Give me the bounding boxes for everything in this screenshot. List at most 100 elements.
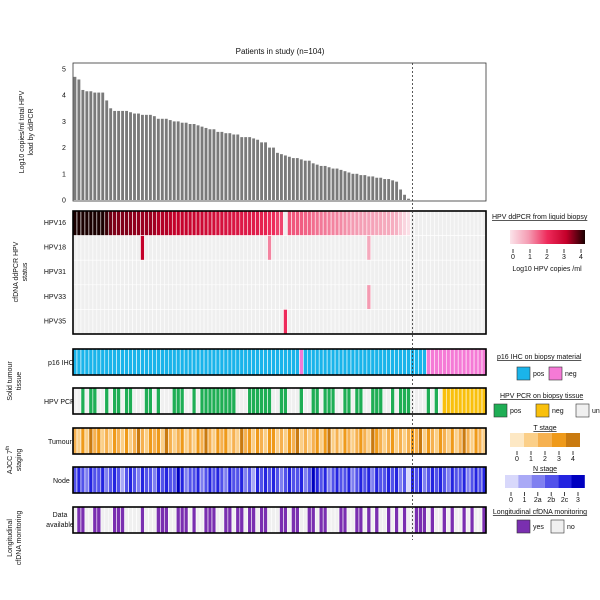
n-stage-cell bbox=[80, 466, 86, 494]
n-stage-cell bbox=[374, 466, 380, 494]
n-stage-cell bbox=[406, 466, 411, 494]
hpv35-cell bbox=[171, 309, 177, 335]
t-stage-cell bbox=[287, 427, 292, 455]
hpv18-cell bbox=[442, 235, 447, 261]
monitoring-cell bbox=[402, 506, 407, 534]
hpv18-cell bbox=[108, 235, 114, 261]
monitoring-cell bbox=[235, 506, 241, 534]
hpv16-cell bbox=[215, 210, 221, 236]
monitoring-cell bbox=[374, 506, 380, 534]
hpv31-cell bbox=[76, 259, 82, 286]
hpv31-cell bbox=[132, 259, 137, 286]
p16-cell bbox=[414, 348, 419, 376]
t-stage-cell bbox=[418, 427, 423, 455]
p16-cell bbox=[92, 348, 98, 376]
hpv16-cell bbox=[92, 210, 98, 236]
n-stage-cell bbox=[251, 466, 256, 494]
hpv18-cell bbox=[306, 235, 312, 261]
legend-tick-label: 3 bbox=[562, 254, 566, 261]
hpv33-cell bbox=[203, 284, 209, 310]
p16-cell bbox=[80, 348, 86, 376]
hpv31-cell bbox=[148, 259, 153, 286]
bar-patient-50 bbox=[268, 147, 271, 200]
p16-cell bbox=[211, 348, 217, 376]
monitoring-cell bbox=[430, 506, 435, 534]
t-stage-cell bbox=[314, 427, 320, 455]
t-stage-cell bbox=[386, 427, 391, 455]
t-stage-cell bbox=[338, 427, 344, 455]
bar-patient-10 bbox=[109, 108, 113, 200]
hpv31-cell bbox=[346, 259, 352, 286]
bar-patient-32 bbox=[196, 125, 200, 200]
monitoring-cell bbox=[314, 506, 320, 534]
bar-patient-70 bbox=[347, 172, 351, 200]
hpv33-cell bbox=[175, 284, 181, 310]
hpv35-cell bbox=[132, 309, 137, 335]
bar-patient-77 bbox=[375, 177, 379, 200]
hpv35-cell bbox=[279, 309, 284, 335]
p16-cell bbox=[267, 348, 272, 376]
t-stage-cell bbox=[390, 427, 395, 455]
n-stage-cell bbox=[287, 466, 292, 494]
hpv16-cell bbox=[291, 210, 296, 236]
hpv35-cell bbox=[76, 309, 82, 335]
t-stage-cell bbox=[362, 427, 368, 455]
hpv33-cell bbox=[124, 284, 129, 310]
hpv-pcr-cell bbox=[136, 387, 141, 415]
monitoring-cell bbox=[422, 506, 427, 534]
hpv35-cell bbox=[100, 309, 106, 335]
p16-cell bbox=[175, 348, 181, 376]
p16-cell bbox=[164, 348, 169, 376]
hpv35-cell bbox=[303, 309, 308, 335]
n-stage-cell bbox=[259, 466, 264, 494]
bar-patient-49 bbox=[264, 142, 267, 200]
hpv16-cell bbox=[124, 210, 129, 236]
monitoring-cell bbox=[338, 506, 344, 534]
hpv16-cell bbox=[310, 210, 316, 236]
hpv35-cell bbox=[414, 309, 419, 335]
monitoring-cell bbox=[164, 506, 169, 534]
row-label-tumour: Tumour bbox=[48, 439, 73, 446]
bar-patient-53 bbox=[280, 154, 283, 200]
hpv18-cell bbox=[390, 235, 395, 261]
hpv31-cell bbox=[398, 259, 403, 286]
hpv31-cell bbox=[227, 259, 233, 286]
hpv33-cell bbox=[310, 284, 316, 310]
hpv31-cell bbox=[442, 259, 447, 286]
hpv35-cell bbox=[168, 309, 173, 335]
n-stage-cell bbox=[334, 466, 340, 494]
hpv33-cell bbox=[152, 284, 157, 310]
hpv-pcr-cell bbox=[275, 387, 280, 415]
t-stage-cell bbox=[243, 427, 249, 455]
bar-patient-2 bbox=[77, 79, 81, 200]
hpv16-cell bbox=[406, 210, 411, 236]
p16-cell bbox=[223, 348, 229, 376]
n-stage-cell bbox=[430, 466, 435, 494]
n-stage-track-frame bbox=[72, 466, 487, 494]
hpv31-cell bbox=[469, 259, 475, 286]
bar-patient-25 bbox=[168, 120, 172, 200]
hpv-pcr-cell bbox=[239, 387, 245, 415]
hpv16-cell bbox=[100, 210, 106, 236]
bar-patient-61 bbox=[311, 163, 315, 200]
hpv16-cell bbox=[183, 210, 189, 236]
hpv31-cell bbox=[310, 259, 316, 286]
n-stage-cell bbox=[398, 466, 403, 494]
hpv-pcr-cell bbox=[207, 387, 213, 415]
bar-patient-43 bbox=[240, 137, 244, 200]
p16-cell bbox=[179, 348, 185, 376]
hpv33-cell bbox=[374, 284, 380, 310]
monitoring-cell bbox=[362, 506, 368, 534]
p16-cell bbox=[195, 348, 201, 376]
hpv31-cell bbox=[318, 259, 324, 286]
legend-tick-label: 2c bbox=[561, 497, 569, 504]
svg-text:AJCC 7th: AJCC 7th bbox=[5, 446, 14, 475]
n-stage-cell bbox=[342, 466, 348, 494]
monitoring-cell bbox=[398, 506, 403, 534]
n-stage-cell bbox=[414, 466, 419, 494]
hpv33-cell bbox=[243, 284, 249, 310]
hpv18-cell bbox=[362, 235, 368, 261]
hpv35-cell bbox=[386, 309, 391, 335]
hpv16-cell bbox=[457, 210, 463, 236]
p16-cell bbox=[191, 348, 197, 376]
